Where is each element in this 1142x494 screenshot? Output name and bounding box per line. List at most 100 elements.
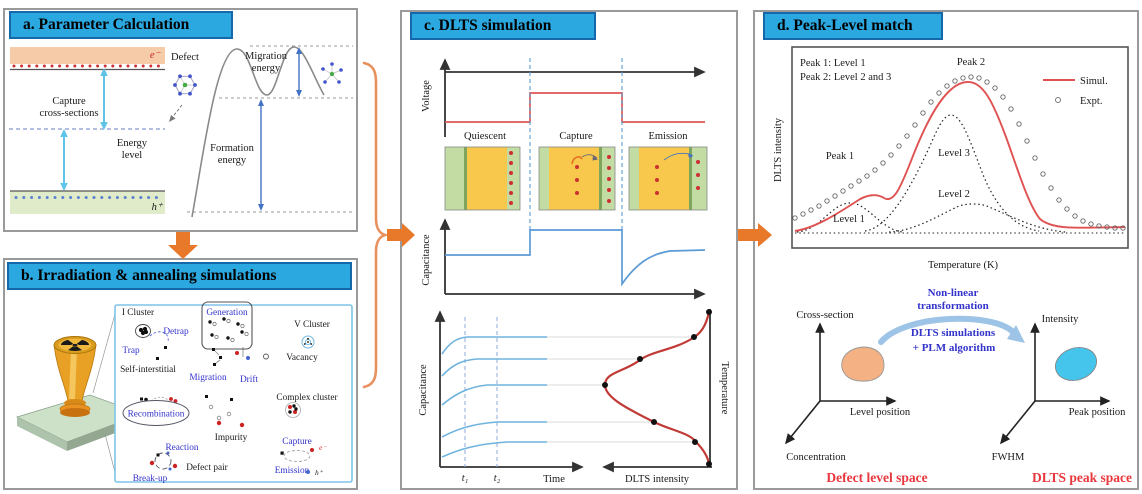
- level3-label: Level 3: [938, 148, 970, 159]
- arrow-a-to-b: [168, 232, 198, 259]
- vacancy-icon: [263, 353, 269, 360]
- level1-label: Level 1: [833, 214, 865, 225]
- level1-curve: [796, 202, 904, 233]
- panel-irradiation-annealing: I Cluster Detrap Trap Self-interstitial …: [3, 258, 358, 490]
- emission-hole-dot: [306, 470, 310, 474]
- peak1-note: Peak 1: Level 1: [800, 58, 866, 69]
- dlts-intensity-axis-label: DLTS intensity: [625, 474, 690, 485]
- panel-d-title: d. Peak-Level match: [763, 12, 943, 40]
- emission-hole-label: h⁺: [315, 468, 324, 477]
- capacitance-axis-label: Capacitance: [421, 234, 432, 286]
- peak-position-axis-label: Peak position: [1069, 407, 1127, 418]
- radiation-trefoil-icon: [61, 339, 89, 351]
- capture-icon: [280, 448, 314, 462]
- energy-level-label-2: level: [122, 150, 142, 161]
- legend-expt-marker: [1055, 97, 1061, 103]
- interstitial-dot-2: [156, 357, 159, 360]
- panel-parameter-calculation: e⁻ h⁺ Capture cross-sections: [3, 8, 358, 232]
- migration-energy-label-2: energy: [252, 63, 281, 74]
- impurity-label: Impurity: [215, 433, 248, 443]
- capacitance-transients: [441, 336, 547, 458]
- recombination-icon: [140, 396, 178, 403]
- impurity-dot: [216, 420, 222, 426]
- panel-a-graphic: e⁻ h⁺ Capture cross-sections: [9, 45, 353, 218]
- defect-pair-label: Defect pair: [186, 462, 228, 473]
- i-cluster-icon: [135, 324, 151, 338]
- hole-dots: [14, 196, 158, 199]
- simul-curve: [794, 81, 1126, 232]
- defect-level-space: Cross-section Level position Concentrati…: [784, 310, 928, 485]
- capacitance-plot: Capacitance: [421, 218, 706, 300]
- dlts-spectrum-plot: DLTS intensity Peak 1: Level 1 Peak 2: L…: [773, 46, 1129, 249]
- peak2-label: Peak 2: [957, 57, 985, 68]
- emission-label: Emission: [275, 466, 310, 476]
- level2-label: Level 2: [938, 189, 970, 200]
- plm-algorithm-label: + PLM algorithm: [913, 342, 996, 354]
- v-cluster-label: V Cluster: [294, 320, 331, 330]
- self-interstitial-label: Self-interstitial: [120, 364, 176, 375]
- sample-points: [602, 309, 712, 467]
- peak-space-blob: [1054, 347, 1098, 381]
- defect-label: Defect: [171, 52, 199, 63]
- trap-label: Trap: [122, 346, 140, 356]
- capacitance-axis-label-2: Capacitance: [418, 364, 429, 416]
- quiescent-label: Quiescent: [464, 131, 506, 142]
- capture-arrows: [60, 68, 108, 191]
- voltage-axis-label: Voltage: [421, 80, 432, 112]
- defect-molecule-icon: [173, 74, 197, 96]
- hole-label: h⁺: [152, 202, 164, 213]
- migration-icon: [212, 348, 222, 366]
- formation-energy-label-1: Formation: [210, 143, 254, 154]
- complex-cluster-icon: [285, 402, 301, 418]
- trap-detrap-path: [149, 331, 169, 343]
- dlts-construction-plot: Capacitance: [418, 309, 730, 485]
- generation-label: Generation: [206, 308, 248, 318]
- time-axis-label: Time: [543, 474, 565, 485]
- t2-label: t₂: [494, 473, 501, 484]
- defect-space-blob: [841, 346, 885, 382]
- interstitial-dot: [164, 346, 167, 349]
- capture-electron-label: e⁻: [319, 443, 327, 452]
- conduction-band: e⁻: [10, 47, 165, 71]
- electron-dots: [12, 64, 160, 68]
- complex-cluster-label: Complex cluster: [276, 393, 338, 403]
- concentration-axis-label: Concentration: [786, 452, 846, 463]
- reaction-box: [114, 304, 353, 483]
- detrap-label: Detrap: [163, 327, 189, 337]
- brace-ab-to-c: [362, 61, 390, 389]
- generation-box: Generation: [201, 301, 253, 350]
- vacancy-label: Vacancy: [286, 353, 318, 363]
- defect-level-space-caption: Defect level space: [826, 470, 927, 485]
- valence-band: h⁺: [10, 190, 165, 214]
- peak1-label: Peak 1: [826, 151, 854, 162]
- emission-label: Emission: [648, 131, 688, 142]
- capture-cross-sections-label-1: Capture: [52, 96, 86, 107]
- transformation: Non-linear transformation DLTS simulatio…: [878, 287, 1025, 354]
- temperature-axis-label: Temperature: [719, 362, 730, 415]
- recombination-ellipse: [122, 400, 190, 426]
- panel-a-title: a. Parameter Calculation: [9, 11, 233, 39]
- drift-label: Drift: [240, 374, 258, 385]
- formation-energy-label-2: energy: [218, 155, 247, 166]
- break-up-label: Break-up: [133, 474, 168, 484]
- level2-curve: [888, 203, 1066, 233]
- impurity-dot-2: [239, 422, 245, 428]
- lattice-molecule-icon: [321, 62, 343, 84]
- nonlinear-label-2: transformation: [917, 300, 989, 312]
- electron-label: e⁻: [150, 50, 162, 61]
- level-position-axis-label: Level position: [850, 407, 911, 418]
- dlts-simulations-label: DLTS simulations: [911, 327, 996, 339]
- panel-c-title: c. DLTS simulation: [410, 12, 596, 40]
- panel-c-graphic: Voltage Quiescent Capture Emission: [418, 58, 730, 485]
- reaction-label: Reaction: [165, 443, 198, 453]
- cross-section-axis-label: Cross-section: [796, 310, 854, 321]
- scatter-defects: [205, 395, 233, 421]
- energy-landscape: [187, 45, 353, 218]
- callout-line-top: [92, 306, 118, 394]
- dlts-intensity-ylabel: DLTS intensity: [773, 117, 784, 182]
- intensity-axis-label: Intensity: [1042, 314, 1079, 325]
- device-capture: [538, 146, 616, 211]
- drift-icon: [235, 346, 250, 360]
- peak2-note: Peak 2: Level 2 and 3: [800, 72, 891, 83]
